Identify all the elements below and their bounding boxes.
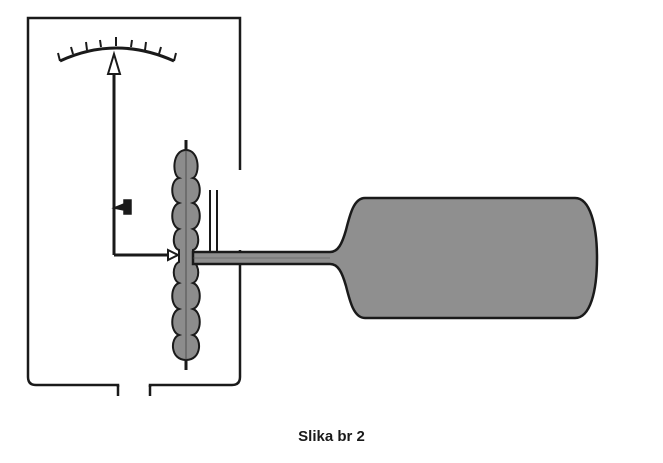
standpipe — [209, 190, 218, 252]
linkage-wedge — [167, 248, 181, 262]
housing-opening — [116, 385, 152, 396]
gauge-scale-ticks — [57, 37, 177, 62]
gauge-scale-arc — [59, 46, 175, 63]
pointer-arrowhead — [106, 50, 122, 75]
figure-caption: Slika br 2 — [298, 428, 365, 445]
instrument-housing — [26, 16, 242, 387]
pointer-pivot — [111, 199, 132, 215]
capillary-tank — [191, 196, 599, 320]
